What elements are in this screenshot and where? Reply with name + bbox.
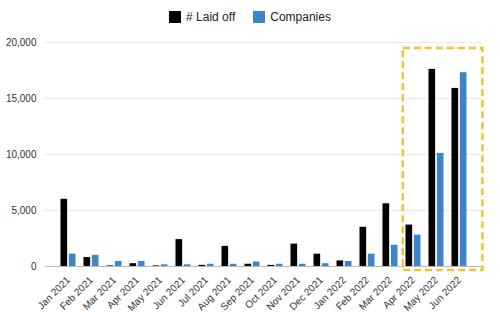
svg-text:Apr 2022: Apr 2022	[380, 274, 418, 311]
svg-text:15,000: 15,000	[6, 93, 37, 104]
svg-text:Jun 2021: Jun 2021	[150, 274, 188, 312]
svg-text:Feb 2022: Feb 2022	[333, 274, 372, 312]
svg-text:Mar 2022: Mar 2022	[356, 274, 395, 312]
svg-text:Mar 2021: Mar 2021	[80, 274, 119, 312]
svg-text:Jun 2022: Jun 2022	[426, 274, 463, 311]
svg-text:Jan 2021: Jan 2021	[35, 274, 73, 312]
html-text:Companies: Companies	[270, 10, 331, 24]
svg-text:Jan 2022: Jan 2022	[311, 274, 349, 312]
svg-text:Apr 2021: Apr 2021	[104, 274, 142, 311]
svg-text:0: 0	[31, 261, 37, 272]
svg-text:Feb 2021: Feb 2021	[57, 274, 96, 312]
svg-text:10,000: 10,000	[6, 149, 37, 160]
svg-text:Oct 2021: Oct 2021	[242, 274, 280, 311]
svg-text:Jul 2021: Jul 2021	[175, 274, 211, 309]
svg-text:20,000: 20,000	[6, 37, 37, 48]
html-text:# Laid off: # Laid off	[186, 10, 236, 24]
svg-text:5,000: 5,000	[11, 205, 36, 216]
